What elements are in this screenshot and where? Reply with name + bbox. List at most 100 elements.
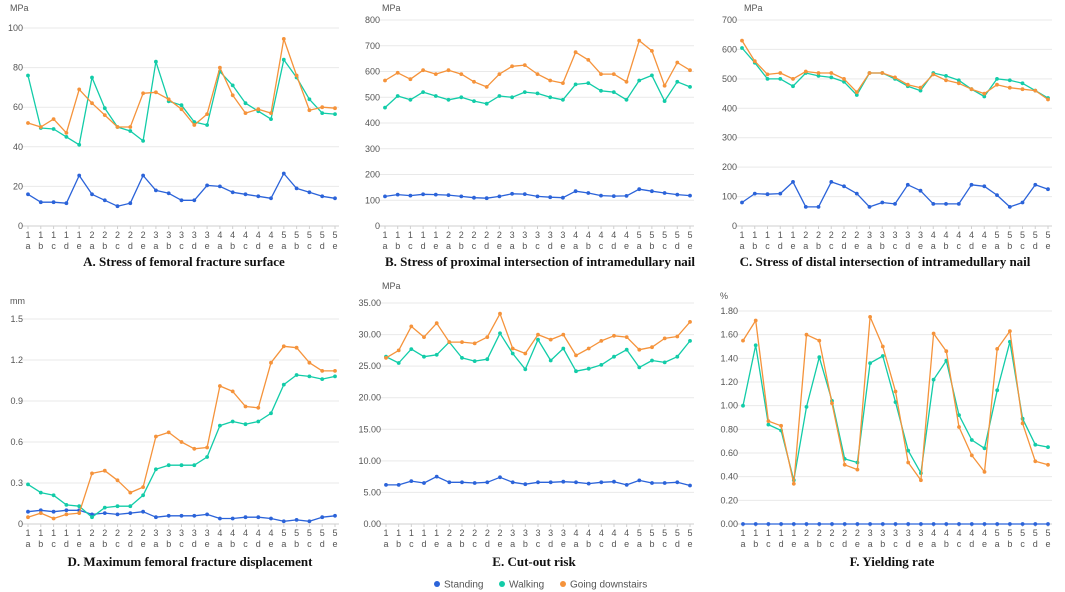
panel-c-x-tick-label-bottom: c: [829, 241, 834, 251]
panel-c-series-standing-point: [956, 202, 961, 206]
panel-a-x-tick-label-bottom: d: [128, 241, 133, 251]
panel-e-y-tick-label: 10.00: [358, 456, 381, 466]
panel-c-series-standing-point: [931, 202, 936, 206]
panel-d-series-walking-point: [218, 423, 222, 428]
panel-a-x-tick-label-bottom: d: [320, 241, 325, 251]
panel-c-series-walking-point: [765, 77, 770, 81]
panel-a-series-walking-point: [51, 127, 56, 131]
panel-e-series-going-downstairs-point: [409, 324, 414, 329]
panel-d-series-standing-point: [38, 508, 43, 513]
panel-f-series-walking-point: [995, 388, 1000, 393]
panel-e-series-walking-point: [624, 347, 629, 352]
panel-e-x-tick-label-bottom: a: [637, 539, 642, 549]
panel-e-x-tick-label-bottom: e: [497, 539, 502, 549]
panel-f-series-going-downstairs-point: [1020, 421, 1025, 426]
panel-b-x-tick-label-top: 2: [446, 230, 451, 240]
panel-f-series-standing-point: [919, 522, 923, 526]
panel-f-x-tick-label-top: 5: [1045, 528, 1050, 538]
panel-f-y-tick-label: 0.20: [720, 495, 738, 505]
panel-f-series-standing-point: [944, 522, 949, 526]
panel-b-x-tick-label-top: 4: [624, 230, 629, 240]
panel-b-series-standing-point: [472, 195, 476, 200]
panel-d-x-tick-label-top: 5: [281, 528, 286, 538]
panel-f-x-tick-label-top: 5: [1033, 528, 1038, 538]
panel-d-series-standing-point: [243, 515, 248, 520]
panel-d-x-tick-label-top: 2: [102, 528, 107, 538]
panel-f-series-standing-point: [957, 522, 961, 526]
panel-a-series-walking-point: [26, 73, 30, 78]
panel-d-series-standing-point: [281, 519, 286, 524]
panel-c-series-walking-point: [791, 84, 795, 89]
panel-b-series-walking-point: [484, 101, 489, 106]
panel-b-x-tick-label-bottom: b: [586, 241, 591, 251]
panel-a-series-walking-point: [243, 101, 248, 106]
panel-a-series-going-downstairs-point: [205, 112, 210, 116]
panel-b-y-tick-label: 600: [365, 67, 380, 77]
panel-b-series-walking-point: [611, 90, 616, 94]
panel-d-series-going-downstairs-point: [141, 485, 146, 489]
panel-d-series-walking-point: [38, 490, 43, 495]
panel-f-series-going-downstairs-point: [969, 453, 974, 458]
panel-f-y-tick-label: 0.60: [720, 448, 738, 458]
panel-f-series-standing-point: [830, 522, 834, 526]
panel-e-x-tick-label-top: 1: [396, 528, 401, 538]
panel-f-series-walking-point: [753, 343, 758, 348]
panel-b-series-walking-point: [637, 78, 642, 83]
panel-b-series-walking-point: [510, 95, 514, 100]
panel-a-x-tick-label-bottom: e: [77, 241, 82, 251]
panel-a-series-standing-point: [77, 173, 82, 178]
panel-e-x-tick-label-bottom: c: [662, 539, 667, 549]
panel-c-series-standing-point: [893, 202, 897, 206]
panel-b-series-walking-point: [650, 73, 654, 78]
panel-b-series-walking-point: [446, 97, 451, 102]
panel-b-x-tick-label-top: 4: [611, 230, 616, 240]
panel-f-series-going-downstairs-point: [1046, 462, 1050, 467]
panel-a-series-walking-point: [128, 129, 133, 133]
panel-e-x-tick-label-top: 5: [687, 528, 692, 538]
panel-d-x-tick-label-bottom: b: [230, 539, 235, 549]
panel-b-series-going-downstairs-point: [446, 68, 451, 73]
panel-c-y-tick-label: 200: [722, 162, 737, 172]
panel-d-series-standing-point: [205, 512, 210, 517]
panel-e-title: E. Cut-out risk: [492, 554, 576, 569]
panel-c-series-standing-point: [1046, 187, 1050, 192]
panel-a-x-tick-label-top: 4: [269, 230, 274, 240]
panel-a-series-walking-point: [64, 135, 69, 139]
panel-e-series-walking-point: [637, 365, 642, 370]
panel-b-x-tick-label-top: 5: [675, 230, 680, 240]
panel-f-x-tick-label-bottom: d: [969, 539, 974, 549]
panel-e-series-standing-point: [447, 480, 452, 485]
panel-c-x-tick-label-top: 1: [765, 230, 770, 240]
panel-b: MPa01002003004005006007008001a1b1c1d1e2a…: [365, 3, 694, 251]
panel-f-series-standing-point: [1020, 522, 1025, 526]
panel-b-x-tick-label-bottom: e: [624, 241, 629, 251]
panel-e-x-tick-label-top: 4: [599, 528, 604, 538]
panel-a-series-standing-point: [243, 192, 248, 197]
panel-d-x-tick-label-top: 2: [141, 528, 146, 538]
panel-a-x-tick-label-bottom: b: [166, 241, 171, 251]
panel-c-series-going-downstairs-point: [1046, 97, 1050, 102]
panel-b-x-tick-label-top: 2: [497, 230, 502, 240]
panel-e-x-tick-label-top: 2: [497, 528, 502, 538]
panel-d-x-tick-label-top: 2: [89, 528, 94, 538]
panel-b-series-going-downstairs-point: [599, 72, 603, 76]
panel-a-series-walking-point: [90, 75, 94, 80]
panel-a-x-tick-label-top: 2: [115, 230, 120, 240]
panel-d-series-walking-point: [256, 419, 261, 424]
panel-c-x-tick-label-top: 1: [739, 230, 744, 240]
panel-d-x-tick-label-bottom: d: [192, 539, 197, 549]
panel-b-x-tick-label-bottom: e: [433, 241, 438, 251]
panel-f-series-going-downstairs-point: [753, 318, 758, 323]
panel-e-x-tick-label-top: 5: [662, 528, 667, 538]
panel-a-series-standing-point: [90, 192, 94, 197]
panel-f-y-tick-label: 1.80: [720, 306, 738, 316]
panel-d-x-tick-label-bottom: e: [77, 539, 82, 549]
panel-a-series-standing-point: [64, 201, 69, 206]
panel-a-series-standing-point: [307, 190, 312, 195]
panel-a-x-tick-label-top: 1: [25, 230, 30, 240]
panel-c-series-going-downstairs-point: [803, 69, 808, 74]
panel-a-title: A. Stress of femoral fracture surface: [83, 254, 285, 269]
panel-e-series-going-downstairs-point: [662, 336, 667, 341]
panel-a-series-standing-point: [205, 183, 210, 188]
